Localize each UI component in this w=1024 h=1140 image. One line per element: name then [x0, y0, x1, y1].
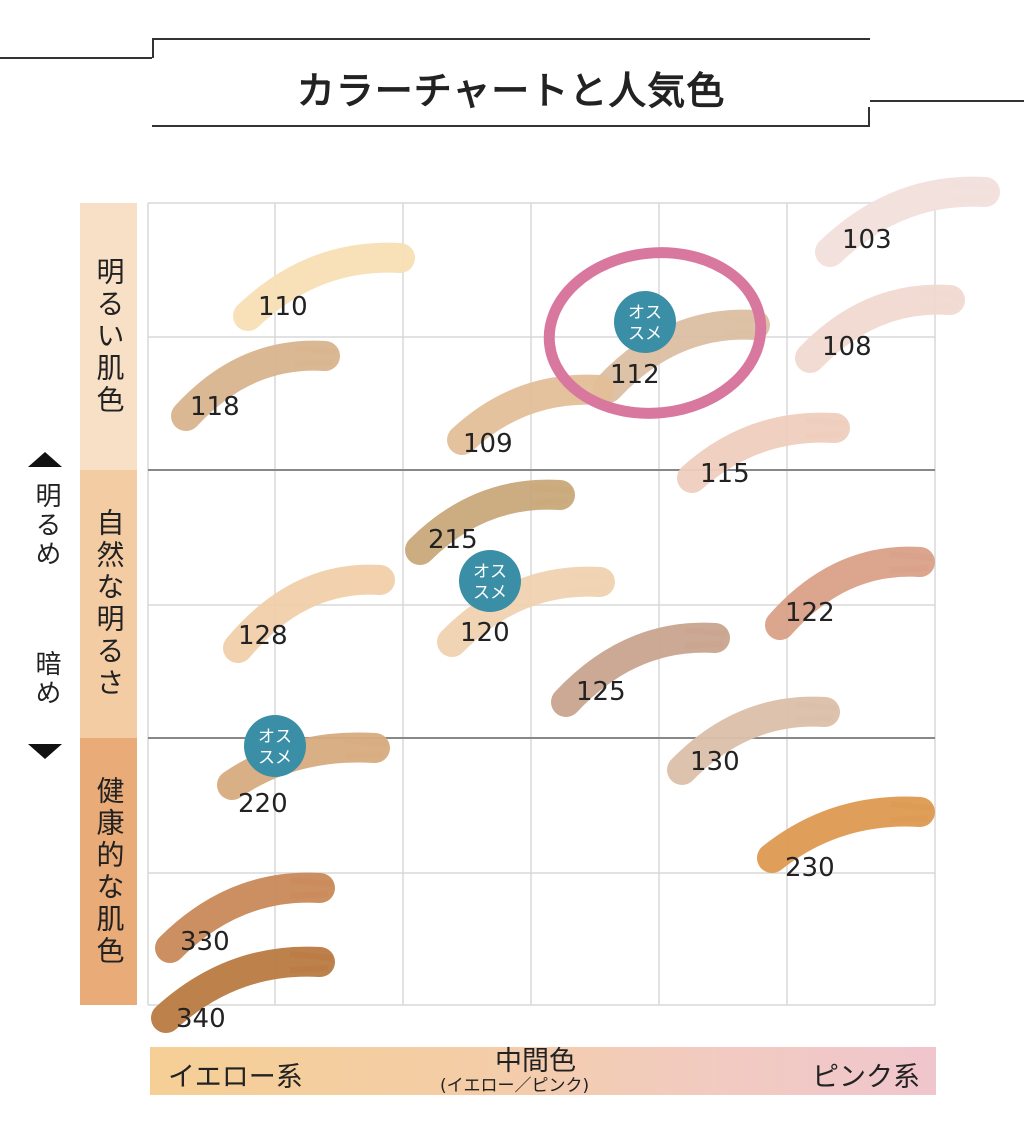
shade-label: 220 — [238, 789, 288, 819]
shade-brush-tail — [369, 247, 413, 269]
shade-brush-tail — [954, 181, 998, 203]
shade-brush-tail — [289, 951, 333, 973]
shade-swatch-103: 103 — [815, 176, 1000, 267]
shade-swatch-118: 118 — [171, 340, 340, 431]
shade-stroke — [593, 309, 770, 403]
shade-label: 109 — [463, 429, 513, 459]
shade-swatch-128: 128 — [223, 564, 395, 663]
shade-label: 122 — [785, 598, 835, 628]
badge-text: オス — [628, 303, 662, 323]
shade-brush-tail — [684, 627, 728, 649]
shade-label: 115 — [700, 459, 750, 489]
shade-brush-tail — [889, 551, 933, 573]
page-title: カラーチャートと人気色 — [296, 69, 726, 113]
shade-brush-tail — [294, 345, 338, 367]
shade-swatch-125: 125 — [551, 622, 730, 717]
shade-label: 103 — [842, 225, 892, 255]
shade-stroke — [551, 622, 730, 717]
brightness-up-label: 明るめ — [31, 482, 61, 569]
shade-swatch-115: 115 — [677, 412, 850, 493]
shade-swatch-112: 112 — [593, 309, 770, 403]
shade-brush-tail — [804, 417, 848, 439]
shade-brush-tail — [349, 569, 393, 591]
x-axis-left-label: イエロー系 — [168, 1062, 303, 1093]
shade-stroke — [223, 564, 395, 663]
shade-brush-tail — [794, 701, 838, 723]
shade-brush-tail — [289, 877, 333, 899]
swatches: 103 108 110 112 118 109 115 215 120 128 122 125 130 2… — [151, 176, 1000, 1034]
badge-text: スメ — [628, 324, 662, 344]
highlight-circle-112 — [543, 247, 767, 419]
shade-stroke — [667, 696, 840, 785]
shade-stroke — [405, 479, 575, 565]
badge-circle — [459, 550, 521, 612]
shade-label: 128 — [238, 621, 288, 651]
title-box: カラーチャートと人気色 — [152, 38, 870, 127]
band-bright: 明るい肌色 — [80, 203, 137, 470]
title-right-rule — [870, 100, 1024, 102]
shade-label: 340 — [176, 1004, 226, 1034]
shade-swatch-230: 230 — [757, 796, 935, 883]
shade-stroke — [233, 242, 415, 331]
shade-label: 230 — [785, 853, 835, 883]
badge-text: オス — [258, 727, 292, 747]
badge-circle — [614, 291, 676, 353]
shade-stroke — [437, 566, 615, 657]
shade-swatch-130: 130 — [667, 696, 840, 785]
shade-stroke — [151, 946, 335, 1033]
brightness-down-arrow-icon — [28, 744, 62, 759]
x-axis-middle-sublabel: (イエロー／ピンク) — [440, 1076, 590, 1096]
shade-label: 112 — [610, 360, 660, 390]
shade-label: 108 — [822, 332, 872, 362]
shade-brush-tail — [569, 571, 613, 593]
shade-label: 125 — [576, 677, 626, 707]
shade-label: 215 — [428, 525, 478, 555]
shade-brush-tail — [919, 289, 963, 311]
x-axis-middle-label: 中間色 — [495, 1046, 576, 1077]
shade-stroke — [171, 340, 340, 431]
shade-label: 110 — [258, 292, 308, 322]
badge-text: スメ — [473, 583, 507, 603]
shade-label: 330 — [180, 927, 230, 957]
shade-swatch-330: 330 — [155, 872, 335, 963]
shade-swatch-122: 122 — [765, 546, 935, 640]
band-label: 自然な明るさ — [92, 508, 126, 700]
brightness-up-arrow-icon — [28, 452, 62, 467]
shade-label: 120 — [460, 618, 510, 648]
band-healthy: 健康的な肌色 — [80, 738, 137, 1005]
shade-stroke — [765, 546, 935, 640]
shade-stroke — [795, 284, 965, 373]
shade-brush-tail — [344, 737, 388, 759]
title-left-rule — [0, 57, 152, 59]
brightness-down-label: 暗め — [31, 650, 61, 708]
band-natural: 自然な明るさ — [80, 470, 137, 738]
shade-brush-tail — [529, 484, 573, 506]
shade-swatch-120: 120 — [437, 566, 615, 657]
badge-text: オス — [473, 562, 507, 582]
shade-stroke — [677, 412, 850, 493]
shade-swatch-215: 215 — [405, 479, 575, 565]
shade-label: 130 — [690, 747, 740, 777]
shade-brush-tail — [889, 801, 933, 823]
x-axis-bar: イエロー系 中間色 (イエロー／ピンク) ピンク系 — [150, 1046, 936, 1096]
shade-swatch-108: 108 — [795, 284, 965, 373]
shade-swatch-340: 340 — [151, 946, 335, 1034]
x-axis-right-label: ピンク系 — [812, 1062, 920, 1093]
badge-circle — [244, 715, 306, 777]
band-label: 健康的な肌色 — [92, 775, 126, 968]
shade-stroke — [757, 796, 935, 873]
shade-swatch-110: 110 — [233, 242, 415, 331]
shade-label: 118 — [190, 392, 240, 422]
shade-stroke — [815, 176, 1000, 267]
badge-text: スメ — [258, 748, 292, 768]
band-label: 明るい肌色 — [92, 256, 126, 417]
shade-stroke — [155, 872, 335, 963]
